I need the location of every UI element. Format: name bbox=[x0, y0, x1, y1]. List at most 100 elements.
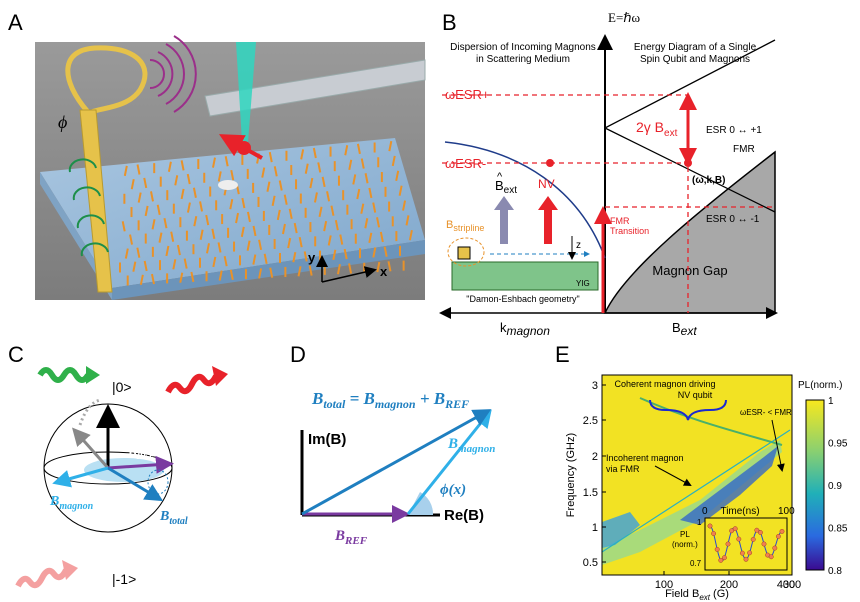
spin bbox=[143, 177, 148, 189]
x-axis-label: Field Bext (G) bbox=[665, 588, 729, 602]
vector-label: BREF bbox=[127, 444, 155, 461]
spin bbox=[387, 261, 392, 272]
inset-point bbox=[739, 550, 745, 556]
line-label: FMR bbox=[733, 144, 755, 155]
spin bbox=[297, 266, 302, 277]
colorbar-tick-label: 0.8 bbox=[828, 566, 842, 577]
text: B bbox=[334, 528, 345, 544]
caption: "Damon-Eshbach geometry" bbox=[466, 294, 579, 304]
esr-line bbox=[604, 127, 776, 213]
panel-label: D bbox=[290, 342, 306, 367]
hat: ^ bbox=[497, 171, 503, 183]
inset-point bbox=[750, 536, 756, 542]
subtitle: in Scattering Medium bbox=[476, 54, 570, 65]
annotation: Incoherent magnon bbox=[606, 453, 684, 463]
equation: Btotal = Bmagnon + BREF bbox=[311, 389, 469, 411]
spin bbox=[339, 234, 344, 245]
spin bbox=[313, 192, 318, 203]
nv-spin bbox=[219, 134, 263, 160]
spin bbox=[321, 176, 326, 188]
spin bbox=[129, 234, 134, 245]
spin bbox=[224, 156, 229, 167]
text: ext bbox=[681, 324, 698, 338]
inset-tick: 0.7 bbox=[690, 559, 702, 568]
vector-label: BREF bbox=[334, 528, 368, 547]
label: z bbox=[576, 240, 581, 251]
nv-arrow bbox=[538, 196, 558, 244]
spins bbox=[119, 140, 413, 286]
spin bbox=[348, 263, 353, 274]
spin bbox=[230, 169, 235, 181]
text: ext bbox=[664, 128, 678, 139]
spin bbox=[218, 270, 223, 281]
spin bbox=[132, 261, 137, 272]
text: magnon bbox=[458, 443, 495, 455]
annotation-arrow bbox=[654, 465, 692, 486]
axis-label: kmagnon bbox=[500, 320, 550, 338]
label: NV bbox=[538, 177, 555, 191]
spin bbox=[174, 175, 179, 186]
spin bbox=[199, 201, 204, 212]
shape bbox=[76, 214, 105, 229]
spin bbox=[223, 255, 228, 267]
spin bbox=[130, 179, 135, 190]
spin bbox=[246, 211, 251, 223]
inset-point bbox=[761, 541, 767, 547]
shape bbox=[173, 35, 197, 113]
spin bbox=[383, 246, 388, 257]
inset-title: Time(ns) bbox=[720, 506, 759, 517]
text: REF bbox=[444, 397, 469, 411]
splitting-label: 2γ Bext bbox=[636, 119, 678, 139]
shape bbox=[68, 158, 97, 173]
spin bbox=[271, 195, 276, 206]
text: stripline bbox=[453, 223, 484, 233]
line-label: ESR 0 ↔ -1 bbox=[706, 214, 760, 225]
spin bbox=[395, 170, 400, 182]
spin bbox=[137, 192, 142, 203]
y-tick-label: 2 bbox=[592, 451, 598, 463]
spin bbox=[376, 261, 381, 273]
colorbar-tick-label: 0.85 bbox=[828, 524, 848, 535]
spin bbox=[364, 218, 369, 229]
axis-label: x bbox=[380, 264, 388, 279]
spin bbox=[332, 249, 337, 261]
colorbar-ticks: 1 0.95 0.9 0.85 0.8 bbox=[828, 396, 848, 577]
axis-label: y bbox=[308, 250, 316, 265]
spin bbox=[186, 173, 191, 185]
magnon-gap-region bbox=[603, 150, 776, 314]
text: B bbox=[49, 494, 59, 509]
text: k bbox=[500, 320, 507, 335]
spin bbox=[309, 177, 314, 189]
y-tick-label: 2.5 bbox=[583, 415, 598, 427]
spin bbox=[121, 221, 126, 232]
spin bbox=[372, 247, 377, 258]
shape bbox=[149, 59, 165, 89]
panel-label: B bbox=[442, 10, 457, 35]
spin bbox=[372, 202, 377, 213]
bext-arrow bbox=[494, 196, 514, 244]
panel-label: E bbox=[555, 342, 570, 367]
spin bbox=[252, 254, 257, 265]
spin bbox=[326, 191, 331, 202]
spin bbox=[261, 167, 266, 178]
spin bbox=[281, 223, 286, 235]
region-label: Magnon Gap bbox=[652, 263, 727, 278]
photon-head bbox=[62, 560, 78, 580]
inset-point bbox=[707, 523, 713, 529]
phi-label: ϕ bbox=[58, 112, 67, 132]
spin bbox=[192, 187, 197, 198]
spin bbox=[312, 147, 317, 159]
slab-edge bbox=[40, 172, 112, 300]
text: (G) bbox=[710, 588, 729, 600]
inset-point bbox=[736, 536, 742, 542]
y-tick-label: 1 bbox=[592, 522, 598, 534]
shape bbox=[165, 43, 185, 105]
inset-points bbox=[707, 523, 785, 563]
text: REF bbox=[344, 535, 368, 547]
spin bbox=[167, 161, 172, 172]
dispersion-curve bbox=[444, 141, 606, 259]
inset-point bbox=[718, 557, 724, 563]
spin bbox=[179, 272, 184, 283]
annotation: NV qubit bbox=[678, 390, 713, 400]
text: B bbox=[446, 219, 453, 231]
